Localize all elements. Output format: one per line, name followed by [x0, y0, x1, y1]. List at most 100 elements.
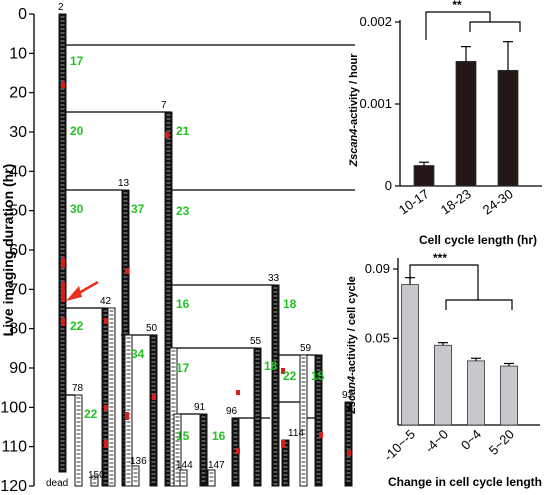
chart2-x-tick-labels: -10~-5 -4~0 0~4 5~20	[381, 427, 517, 464]
lineage-cell-ids: 2 7 13 33 42 50 55 59 78 91 93 96 114 136 144 147 150	[58, 2, 354, 481]
cycle-length-label: 23	[176, 204, 190, 218]
lineage-y-tick-label: 50	[9, 203, 27, 220]
lineage-panel: 0 10 20 30 40 50 60 70 80 90 100 110 120 Live imagin…	[0, 2, 355, 495]
chart1-y-tick-label: 0	[385, 178, 392, 193]
chart2-x-axis-label: Change in cell cycle length	[388, 475, 542, 489]
cell-bar	[199, 413, 208, 487]
chart2-bars	[401, 277, 518, 426]
chart2-panel: 0.05 0.09 -10~-5 -4~0 0~4 5~20 Change in cel…	[346, 251, 542, 489]
chart2-x-tick-label: 0~4	[458, 427, 484, 453]
lineage-y-tick-label: 70	[9, 281, 27, 298]
cell-bar	[58, 13, 67, 473]
chart1-y-ticks: 0 0.001 0.002	[359, 14, 400, 193]
lineage-y-tick-label: 40	[9, 163, 27, 180]
cell-bar	[107, 307, 116, 487]
chart1-y-axis-label: Zscan4-activity / hour	[348, 53, 360, 168]
chart1-x-axis-label: Cell cycle length (hr)	[419, 233, 537, 247]
cell-bar	[131, 465, 140, 487]
lineage-cell-bars	[58, 13, 353, 487]
chart1-bar	[455, 60, 477, 187]
chart1-x-tick-labels: 10-17 18-23 24-30	[396, 186, 516, 217]
chart1-x-tick-label: 24-30	[480, 186, 516, 217]
chart1-bar	[413, 165, 435, 187]
cycle-length-label: 21	[176, 124, 190, 138]
cell-id-label: 150	[88, 470, 105, 481]
chart1-x-tick-label: 10-17	[396, 186, 432, 217]
cycle-length-label: 16	[176, 297, 190, 311]
cell-id-label: 96	[226, 406, 238, 417]
cell-id-label: 42	[100, 296, 112, 307]
cell-id-label: 78	[72, 383, 84, 394]
cell-bar	[179, 469, 188, 487]
cell-bar	[207, 469, 216, 487]
chart2-bar	[500, 365, 518, 426]
chart2-x-tick-label: 5~20	[486, 427, 517, 458]
cell-id-label: 147	[208, 460, 225, 471]
zscan4-activity-marks	[61, 82, 351, 456]
chart2-significance-bracket	[409, 264, 513, 310]
lineage-y-ticks: 0 10 20 30 40 50 60 70 80 90 100 110 120	[0, 6, 34, 495]
cycle-length-label: 15	[176, 429, 190, 443]
chart2-significance-label: ***	[433, 251, 447, 265]
red-arrow-icon	[66, 280, 99, 301]
cell-id-label: 91	[194, 402, 206, 413]
cell-id-label: 93	[342, 390, 354, 401]
cell-id-label: 144	[176, 460, 193, 471]
cycle-length-label: 30	[70, 202, 84, 216]
chart2-x-tick-label: -10~-5	[381, 427, 418, 464]
lineage-y-axis-label: Live imaging duration (hr)	[0, 164, 16, 337]
lineage-y-tick-label: 90	[9, 360, 27, 377]
chart2-bar	[401, 284, 419, 426]
cycle-length-label: 17	[70, 54, 84, 68]
lineage-y-tick-label: 110	[1, 439, 27, 456]
cycle-length-label: 37	[131, 202, 145, 216]
lineage-y-tick-label: 10	[9, 45, 27, 62]
cell-id-label: 59	[300, 343, 312, 354]
cell-bar	[271, 284, 280, 487]
cycle-length-label: 22	[283, 369, 297, 383]
cell-bar	[344, 401, 353, 487]
chart2-x-tick-label: -4~0	[422, 427, 451, 456]
lineage-y-tick-label: 0	[18, 6, 27, 23]
cell-bar	[299, 354, 308, 487]
cycle-length-label: 18	[264, 359, 278, 373]
lineage-y-tick-label: 80	[9, 321, 27, 338]
chart2-y-ticks: 0.05 0.09	[365, 261, 398, 345]
cycle-length-label: 18	[283, 297, 297, 311]
chart1-bars	[413, 41, 519, 187]
cell-bar	[90, 475, 99, 487]
lineage-y-tick-label: 120	[0, 478, 27, 495]
cycle-length-label: 22	[84, 407, 98, 421]
lineage-y-tick-label: 60	[9, 242, 27, 259]
chart2-bar	[467, 360, 485, 426]
chart2-y-tick-label: 0.05	[365, 330, 390, 345]
cycle-length-label: 34	[131, 347, 145, 361]
chart2-bar	[434, 344, 452, 426]
cell-id-label: 55	[250, 336, 262, 347]
chart2-y-tick-label: 0.09	[365, 261, 390, 276]
chart1-significance-label: **	[452, 0, 462, 12]
dead-label: dead	[46, 478, 68, 489]
cell-id-label: 7	[161, 100, 167, 111]
cell-id-label: 136	[130, 456, 147, 467]
cell-id-label: 33	[268, 273, 280, 284]
chart1-y-tick-label: 0.001	[359, 96, 392, 111]
cell-bar	[314, 354, 323, 487]
chart1-significance-bracket	[425, 11, 521, 40]
lineage-y-tick-label: 100	[0, 399, 27, 416]
chart1-y-tick-label: 0.002	[359, 14, 392, 29]
chart1-bar	[497, 69, 519, 187]
cycle-length-label: 20	[70, 124, 84, 138]
cycle-length-label: 17	[176, 361, 190, 375]
cell-id-label: 13	[118, 178, 130, 189]
chart1-x-tick-label: 18-23	[438, 186, 474, 217]
cell-id-label: 50	[146, 323, 158, 334]
lineage-cycle-lengths: 17 20 30 22 21 23 16 17 15 37 34 16 18 18 22 15 22	[70, 54, 325, 443]
chart1-panel: 0 0.001 0.002 10-17 18-23 24-30 Cell cycle l…	[348, 0, 542, 247]
cell-bar	[74, 394, 83, 487]
cell-id-label: 2	[58, 2, 64, 13]
lineage-branch-lines	[59, 44, 355, 419]
cell-bar	[173, 413, 182, 487]
lineage-y-tick-label: 20	[9, 85, 27, 102]
